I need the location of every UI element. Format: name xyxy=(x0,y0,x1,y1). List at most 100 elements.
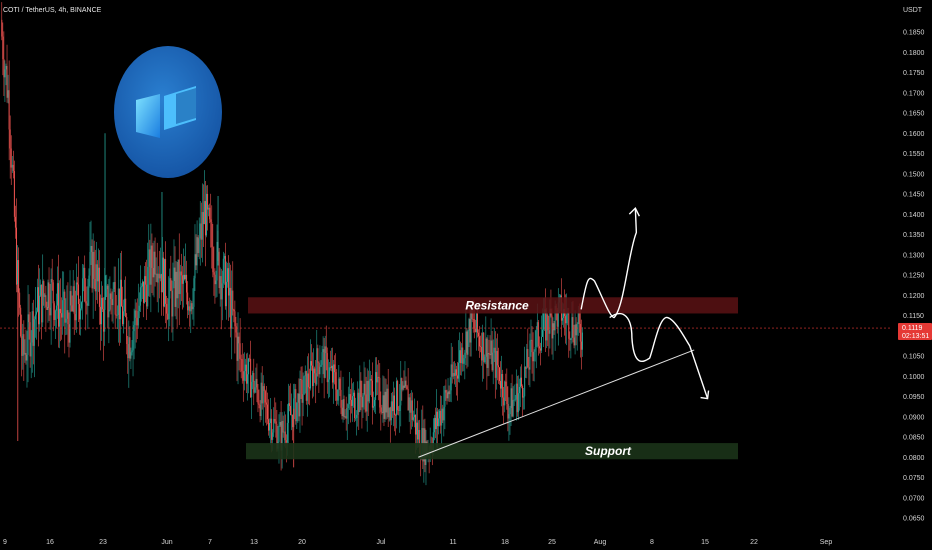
candle-body xyxy=(332,365,334,383)
candle-body xyxy=(482,332,484,361)
candle-body xyxy=(531,339,533,353)
candle-body xyxy=(528,367,530,370)
candle-body xyxy=(168,298,170,320)
candle-body xyxy=(400,378,402,406)
candle-body xyxy=(3,59,5,78)
candle-body xyxy=(525,366,527,369)
candle-body xyxy=(238,336,240,344)
candle-body xyxy=(246,374,248,384)
candle-body xyxy=(267,419,269,431)
candle-body xyxy=(518,386,520,394)
candle-body xyxy=(183,274,185,280)
candle-body xyxy=(279,421,281,426)
candle-body xyxy=(446,392,448,399)
candle-body xyxy=(306,373,308,401)
candle-body xyxy=(297,393,299,403)
candle-body xyxy=(455,369,457,376)
candle-body xyxy=(543,313,545,330)
candle-body xyxy=(133,325,135,332)
candle-body xyxy=(303,376,305,395)
candle-body xyxy=(503,397,505,406)
symbol-title[interactable]: COTI / TetherUS, 4h, BINANCE xyxy=(3,7,102,14)
candle-body xyxy=(385,391,387,413)
candle-body xyxy=(143,281,145,303)
candle-body xyxy=(570,337,572,340)
candle-body xyxy=(210,219,212,223)
time-axis[interactable]: 9 16 23 Jun 7 13 20 Jul 11 18 25 Aug 8 15 22 Sep xyxy=(3,539,832,546)
support-zone[interactable] xyxy=(246,443,738,460)
bearish-projection-arrow[interactable] xyxy=(609,312,709,399)
candle-body xyxy=(362,395,364,408)
candle-body xyxy=(575,324,577,336)
candle-body xyxy=(487,353,489,368)
candle-body xyxy=(281,420,283,451)
candle-body xyxy=(93,251,95,279)
candle-body xyxy=(251,381,253,398)
candle-body xyxy=(212,247,214,273)
candle-body xyxy=(181,275,183,284)
candle-body xyxy=(577,312,579,325)
candle-body xyxy=(323,349,325,378)
candle-body xyxy=(71,305,73,312)
candle-body xyxy=(434,417,436,430)
candle-body xyxy=(54,310,56,321)
candle-body xyxy=(232,290,234,310)
candle-body xyxy=(170,278,172,291)
candle-body xyxy=(498,367,500,382)
candle-body xyxy=(537,322,539,347)
candle-body xyxy=(398,410,400,411)
candle-body xyxy=(203,201,205,225)
candle-body xyxy=(548,330,550,334)
candle-body xyxy=(510,388,512,408)
candle-body xyxy=(26,354,28,361)
candle-body xyxy=(341,407,343,417)
candle-body xyxy=(291,414,293,416)
candle-body xyxy=(140,286,142,288)
candle-body xyxy=(63,291,65,301)
candle-body xyxy=(155,273,157,275)
candle-body xyxy=(96,264,98,282)
candle-body xyxy=(112,289,114,306)
candle-body xyxy=(116,315,118,316)
candle-body xyxy=(327,379,329,383)
candle-body xyxy=(328,367,330,380)
candle-body xyxy=(463,358,465,364)
candle-body xyxy=(406,386,408,389)
candle-body xyxy=(516,383,518,413)
candle-body xyxy=(459,350,461,363)
candle-body xyxy=(13,171,15,217)
candle-body xyxy=(196,237,198,266)
time-tick-label: 7 xyxy=(208,539,212,546)
candle-body xyxy=(69,291,71,343)
candle-body xyxy=(375,372,377,400)
candle-body xyxy=(36,287,38,312)
candle-body xyxy=(122,306,124,325)
candle-body xyxy=(175,271,177,307)
candle-body xyxy=(88,275,90,287)
candle-body xyxy=(366,381,368,412)
candle-body xyxy=(489,354,491,356)
ascending-trendline[interactable] xyxy=(418,349,695,458)
svg-text:0.1119: 0.1119 xyxy=(902,325,922,332)
candle-body xyxy=(15,227,17,285)
candle-body xyxy=(195,254,197,266)
candle-body xyxy=(50,279,52,316)
candle-body xyxy=(437,411,439,427)
candle-body xyxy=(407,388,409,411)
candle-body xyxy=(236,332,238,361)
bullish-projection-arrow[interactable] xyxy=(580,208,638,319)
candle-body xyxy=(215,280,217,285)
candle-body xyxy=(278,425,280,442)
candle-body xyxy=(128,337,130,359)
price-axis[interactable]: 0.1850 0.1800 0.1750 0.1700 0.1650 0.1600 0.15… xyxy=(903,30,925,523)
candle-body xyxy=(32,311,34,346)
candle-body xyxy=(295,389,297,422)
resistance-zone[interactable] xyxy=(248,297,738,314)
candle-body xyxy=(386,388,388,413)
candle-body xyxy=(397,381,399,411)
candle-body xyxy=(471,309,473,320)
candle-body xyxy=(377,376,379,383)
candle-body xyxy=(179,271,181,294)
candle-body xyxy=(449,390,451,395)
